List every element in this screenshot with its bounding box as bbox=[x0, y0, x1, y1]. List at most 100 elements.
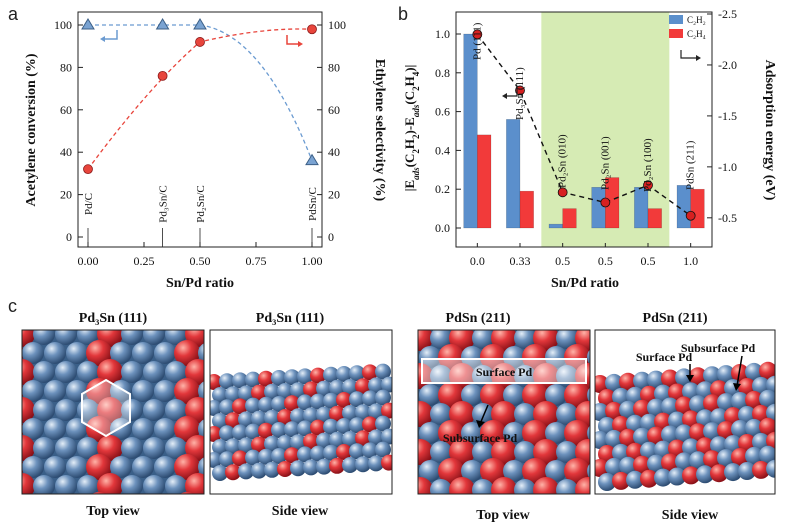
pd-atom bbox=[342, 405, 358, 421]
sn-atom bbox=[355, 378, 371, 395]
sn-atom bbox=[522, 382, 548, 408]
pd-atom bbox=[44, 380, 66, 402]
c4-surface-arrow-head bbox=[686, 375, 694, 382]
adsorption-point bbox=[557, 187, 568, 198]
pd-atom bbox=[461, 346, 483, 368]
c3-surface-label: Surface Pd bbox=[476, 365, 533, 379]
sn-atom bbox=[522, 344, 548, 370]
conversion-point bbox=[195, 37, 205, 47]
sn-atom bbox=[97, 397, 123, 423]
pd-atom bbox=[258, 396, 274, 413]
pd-atom bbox=[316, 406, 332, 423]
pd-atom bbox=[154, 342, 176, 364]
panel-c: Pd₃Sn (111) Pd₃Sn (111) PdSn (211) PdSn … bbox=[21, 311, 776, 523]
sn-atom bbox=[362, 364, 378, 381]
catalyst-label: Pd/C bbox=[83, 193, 95, 215]
bar-c2h4 bbox=[477, 134, 492, 229]
y-tick-label: 40 bbox=[60, 145, 72, 159]
selectivity-point bbox=[81, 18, 95, 30]
pd-atom bbox=[545, 346, 567, 368]
pd-atom bbox=[375, 441, 391, 458]
pd-atom bbox=[731, 420, 749, 438]
pd-atom bbox=[514, 365, 536, 387]
pd-atom bbox=[381, 428, 392, 445]
conversion-arrow-head bbox=[298, 41, 303, 47]
sn-atom bbox=[329, 405, 345, 422]
x-tick-label: 1.0 bbox=[683, 254, 698, 268]
pd-atom bbox=[238, 411, 254, 428]
pd-atom bbox=[329, 379, 345, 396]
bar-c2h4 bbox=[519, 190, 534, 229]
pd-atom bbox=[419, 346, 441, 368]
legend-arrow bbox=[680, 50, 698, 59]
pd-atom bbox=[198, 343, 204, 363]
sn-atom bbox=[633, 455, 651, 474]
pd-atom bbox=[430, 365, 452, 387]
pd-atom bbox=[55, 330, 77, 345]
sn-atom bbox=[480, 420, 506, 446]
c4-caption: Side view bbox=[662, 508, 719, 523]
pd-atom bbox=[210, 452, 222, 468]
legend-label-c2h4: C₂H₄ bbox=[687, 29, 706, 39]
pd-atom bbox=[198, 381, 204, 401]
chart-a-y2label: Ethylene selectivity (%) bbox=[372, 59, 387, 202]
sn-atom bbox=[633, 399, 651, 418]
y2-tick-label: 80 bbox=[328, 60, 340, 74]
pd-atom bbox=[545, 422, 567, 444]
c4-title: PdSn (211) bbox=[643, 311, 708, 326]
pd-atom bbox=[503, 460, 525, 482]
sn-atom bbox=[225, 464, 241, 481]
sn-atom bbox=[381, 454, 392, 471]
bar-c2h2 bbox=[591, 187, 606, 229]
sn-atom bbox=[595, 459, 609, 477]
y-tick-label: 100 bbox=[54, 18, 72, 32]
c3-frame bbox=[417, 329, 591, 495]
bar-c2h2 bbox=[506, 119, 521, 229]
conversion-point bbox=[307, 24, 317, 35]
pd-atom bbox=[198, 419, 204, 439]
c3-subsurface-arrow bbox=[479, 404, 489, 425]
chart-a-xlabel: Sn/Pd ratio bbox=[166, 276, 234, 291]
y-tick-label: 80 bbox=[60, 60, 72, 74]
c3-structure-image bbox=[418, 330, 590, 494]
pd-atom bbox=[132, 380, 154, 402]
panel-label-c: c bbox=[8, 296, 17, 316]
sn-atom bbox=[210, 374, 222, 390]
x-tick-label: 0.00 bbox=[78, 254, 99, 268]
pd-atom bbox=[284, 421, 300, 438]
pd-atom bbox=[766, 403, 775, 422]
sn-atom bbox=[612, 471, 630, 490]
pd-atom bbox=[503, 346, 525, 368]
sn-atom bbox=[174, 340, 200, 366]
sn-atom bbox=[717, 421, 735, 440]
pd-atom bbox=[316, 380, 332, 397]
pd-atom bbox=[132, 342, 154, 364]
catalyst-label: PdSn/C bbox=[307, 187, 319, 221]
sn-atom bbox=[759, 417, 775, 436]
pd-atom bbox=[381, 376, 392, 393]
pd-atom bbox=[556, 365, 578, 387]
pd-atom bbox=[225, 438, 241, 455]
sn-atom bbox=[22, 330, 35, 347]
sn-atom bbox=[564, 382, 590, 408]
pd-atom bbox=[503, 422, 525, 444]
chart-b: 0.0 0.33 0.5 0.5 0.5 1.0 0.0 0.2 0.4 0.6 0.8 1.0 -0.… bbox=[402, 7, 777, 291]
pd-atom bbox=[44, 494, 66, 516]
pd-atom bbox=[587, 387, 590, 403]
sn-atom bbox=[689, 423, 707, 442]
c1-structure-image bbox=[22, 330, 204, 516]
sn-atom bbox=[522, 420, 548, 446]
pd-atom bbox=[22, 380, 44, 402]
chart-b-y2label: Adsorption energy (eV) bbox=[762, 60, 777, 201]
conversion-point bbox=[83, 164, 93, 175]
pd-atom bbox=[44, 342, 66, 364]
pd-atom bbox=[329, 431, 345, 448]
pd-atom bbox=[232, 424, 248, 441]
x-tick-label: 0.33 bbox=[510, 254, 531, 268]
pd-atom bbox=[132, 418, 154, 440]
sn-atom bbox=[759, 361, 775, 380]
sn-atom bbox=[180, 492, 194, 494]
pd-atom bbox=[143, 399, 165, 421]
catalyst-label: Pd₃Sn/C bbox=[158, 185, 170, 222]
pd-atom bbox=[154, 456, 176, 478]
